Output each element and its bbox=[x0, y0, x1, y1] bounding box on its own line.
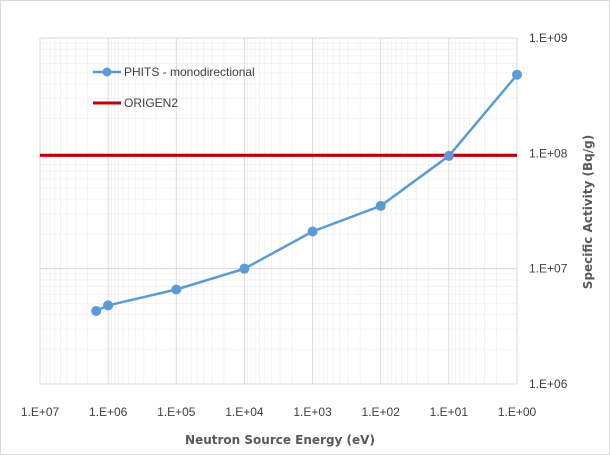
y-tick-label: 1.E+07 bbox=[529, 262, 568, 276]
phits-line bbox=[95, 73, 518, 313]
x-tick-label: 1.E+03 bbox=[293, 405, 332, 419]
phits-point bbox=[171, 284, 182, 295]
y-tick-label: 1.E+06 bbox=[529, 377, 568, 391]
y-tick-label: 1.E+08 bbox=[529, 146, 568, 160]
x-axis-title: Neutron Source Energy (eV) bbox=[185, 433, 375, 447]
x-tick-label: 1.E+04 bbox=[225, 405, 264, 419]
x-tick-label: 1.E+01 bbox=[430, 405, 469, 419]
phits-point bbox=[443, 150, 454, 161]
phits-point bbox=[91, 305, 102, 316]
x-tick-label: 1.E+02 bbox=[362, 405, 401, 419]
x-tick-label: 1.E+00 bbox=[498, 405, 537, 419]
phits-point bbox=[103, 300, 114, 311]
legend-label-origen2: ORIGEN2 bbox=[124, 96, 178, 110]
series-layer bbox=[40, 69, 522, 316]
phits-point bbox=[512, 69, 522, 80]
x-tick-label: 1.E+05 bbox=[157, 405, 196, 419]
legend: PHITS - monodirectional ORIGEN2 bbox=[93, 65, 255, 110]
y-tick-labels: 1.E+06 1.E+07 1.E+08 1.E+09 bbox=[529, 31, 568, 391]
y-axis-title: Specific Activity (Bq/g) bbox=[581, 135, 595, 289]
x-tick-label: 1.E+07 bbox=[21, 405, 60, 419]
legend-marker-phits bbox=[102, 67, 112, 77]
phits-point bbox=[375, 200, 386, 211]
phits-point bbox=[239, 263, 250, 274]
x-tick-labels: 1.E+07 1.E+06 1.E+05 1.E+04 1.E+03 1.E+02 1.E+… bbox=[21, 405, 537, 419]
legend-label-phits: PHITS - monodirectional bbox=[124, 65, 255, 79]
grid-lines bbox=[39, 37, 518, 385]
x-tick-label: 1.E+06 bbox=[89, 405, 128, 419]
y-tick-label: 1.E+09 bbox=[529, 31, 568, 45]
phits-point bbox=[307, 226, 318, 237]
